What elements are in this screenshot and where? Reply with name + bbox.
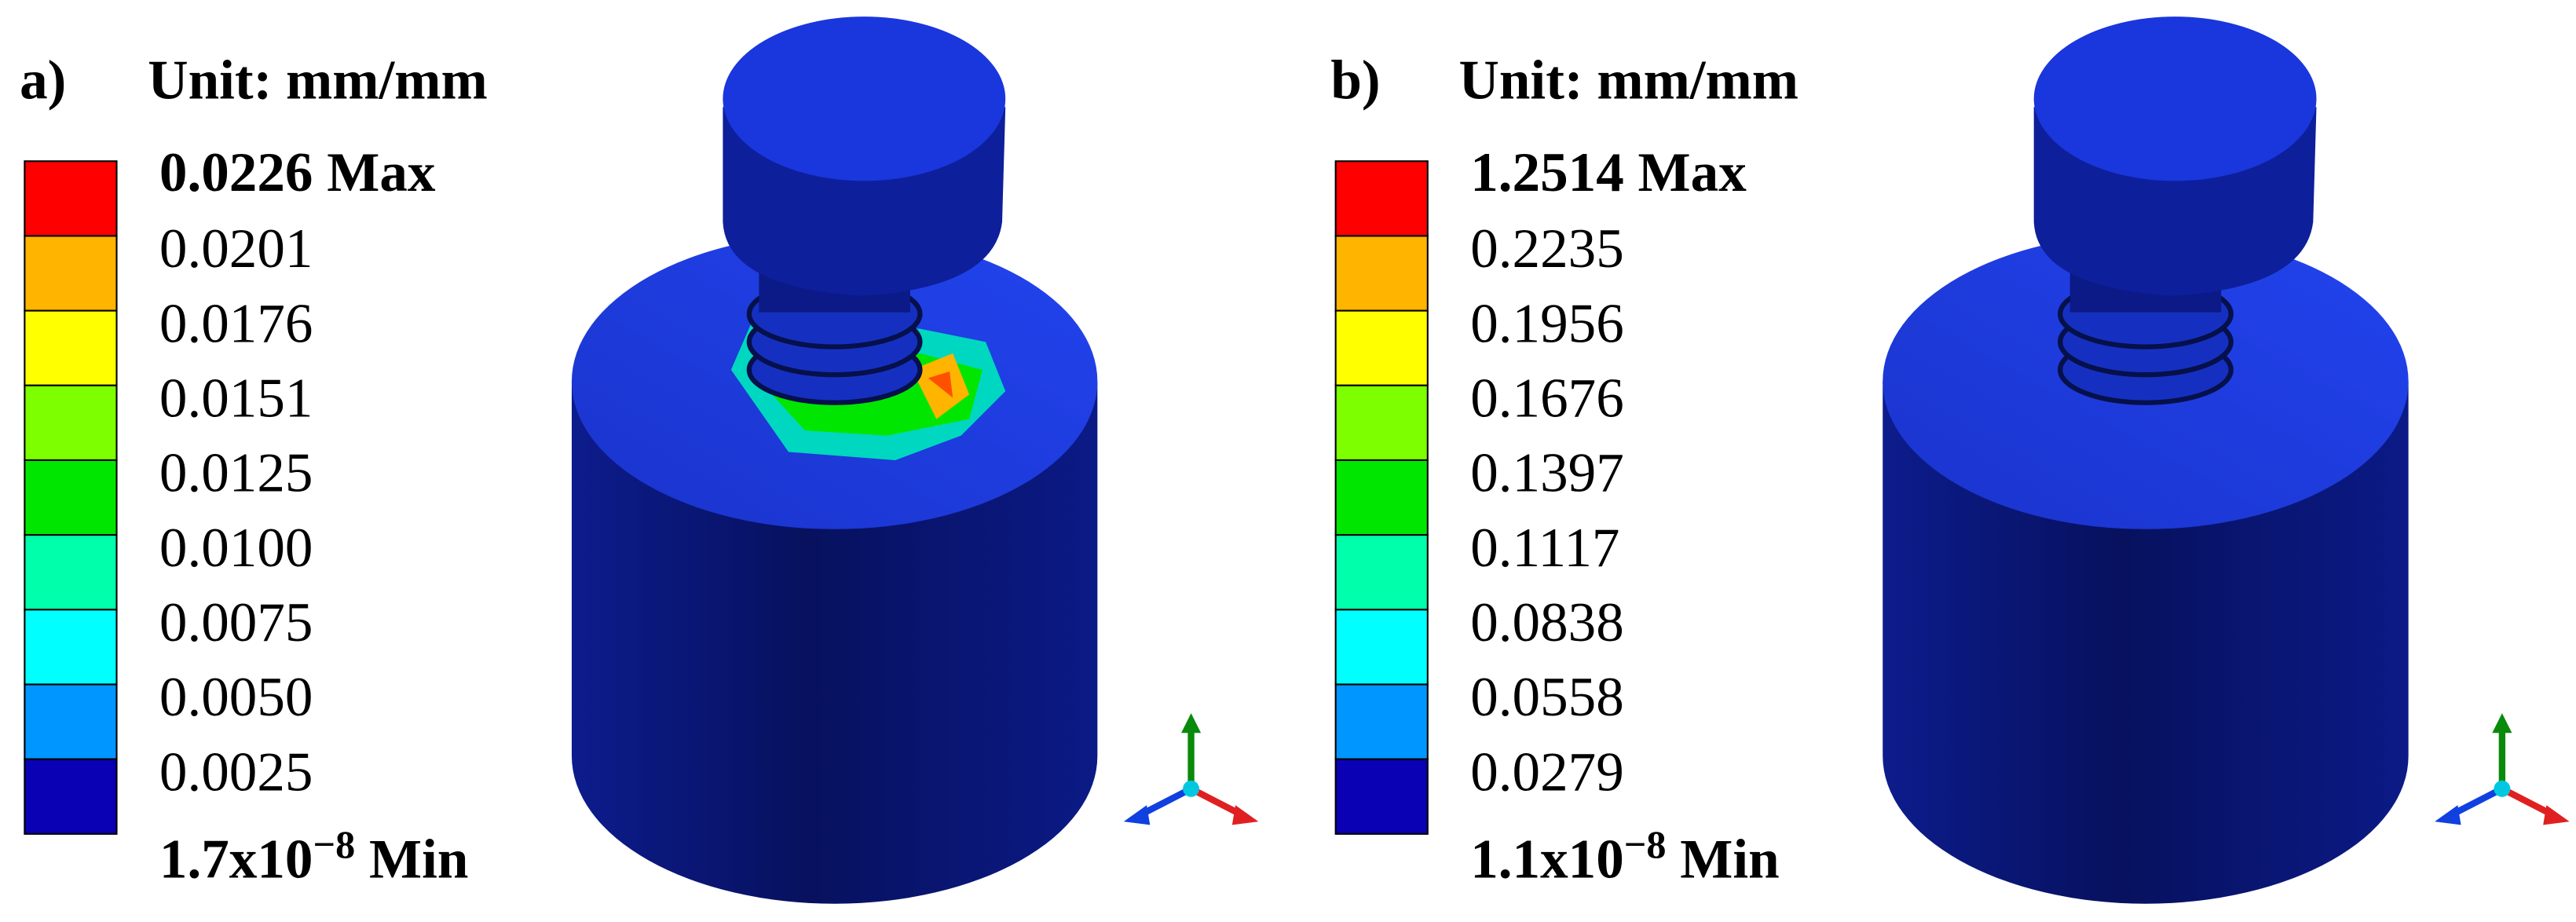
level-label: 0.0025	[159, 741, 313, 803]
level-label: 0.0151	[159, 368, 313, 430]
legend-band	[24, 309, 118, 386]
legend-band	[24, 459, 118, 536]
level-label: 0.1676	[1470, 368, 1624, 430]
min-label: 1.1x10−8 Min	[1470, 822, 1779, 890]
legend-band	[24, 384, 118, 461]
level-label: 0.0050	[159, 667, 313, 728]
level-label: 0.0558	[1470, 667, 1624, 728]
legend-band	[24, 235, 118, 312]
unit-label: Unit: mm/mm	[1459, 50, 1799, 112]
legend-band	[1334, 534, 1429, 611]
level-label: 0.0125	[159, 443, 313, 504]
legend-band	[24, 683, 118, 760]
min-suffix: Min	[1680, 829, 1779, 890]
legend-band	[1334, 758, 1429, 835]
cylinder-side	[571, 381, 1098, 904]
min-base: 1.7x10	[159, 829, 313, 890]
head-top	[2033, 16, 2317, 181]
level-label: 0.2235	[1470, 218, 1624, 280]
panel-label: a)	[20, 50, 66, 112]
level-label: 0.0838	[1470, 592, 1624, 653]
legend-band	[1334, 683, 1429, 760]
panel-label: b)	[1330, 50, 1380, 112]
legend-band	[1334, 384, 1429, 461]
max-label: 0.0226 Max	[159, 142, 436, 203]
min-exponent: −8	[313, 822, 355, 866]
legend-band	[1334, 309, 1429, 386]
arrow-y	[1181, 713, 1202, 734]
unit-label: Unit: mm/mm	[148, 50, 488, 112]
arrow-x	[1231, 805, 1259, 825]
legend-band	[24, 160, 118, 237]
min-exponent: −8	[1624, 822, 1667, 866]
legend-band	[1334, 609, 1429, 686]
min-base: 1.1x10	[1470, 829, 1624, 890]
legend-band	[1334, 235, 1429, 312]
level-label: 0.0075	[159, 592, 313, 653]
cylinder-side	[1883, 381, 2409, 904]
arrow-z	[1123, 805, 1151, 825]
max-label: 1.2514 Max	[1470, 142, 1747, 203]
min-space	[1666, 829, 1680, 890]
level-label: 0.0201	[159, 218, 313, 280]
legend-band	[1334, 160, 1429, 237]
min-suffix: Min	[369, 829, 468, 890]
level-label: 0.0176	[159, 293, 313, 354]
level-label: 0.0100	[159, 518, 313, 579]
legend-band	[24, 758, 118, 835]
axis-origin	[1183, 780, 1200, 797]
contour-peak	[928, 371, 953, 398]
panel: b) Unit: mm/mm 1.2514 Max 0.2235 0.1956 0.167…	[1330, 16, 2570, 904]
arrow-y	[2492, 713, 2512, 734]
panel: a) Unit: mm/mm 0.0226 Max 0.0201 0.0176 0.015…	[20, 16, 1259, 904]
min-space	[355, 829, 369, 890]
legend-band	[24, 609, 118, 686]
axis-origin	[2494, 780, 2511, 797]
level-label: 0.1117	[1470, 518, 1619, 579]
arrow-x	[2543, 805, 2570, 825]
min-label: 1.7x10−8 Min	[159, 822, 468, 890]
legend-band	[1334, 459, 1429, 536]
arrow-z	[2435, 805, 2461, 825]
level-label: 0.0279	[1470, 741, 1624, 803]
level-label: 0.1956	[1470, 293, 1624, 354]
head-top	[723, 16, 1006, 181]
level-label: 0.1397	[1470, 443, 1624, 504]
legend-band	[24, 534, 118, 611]
